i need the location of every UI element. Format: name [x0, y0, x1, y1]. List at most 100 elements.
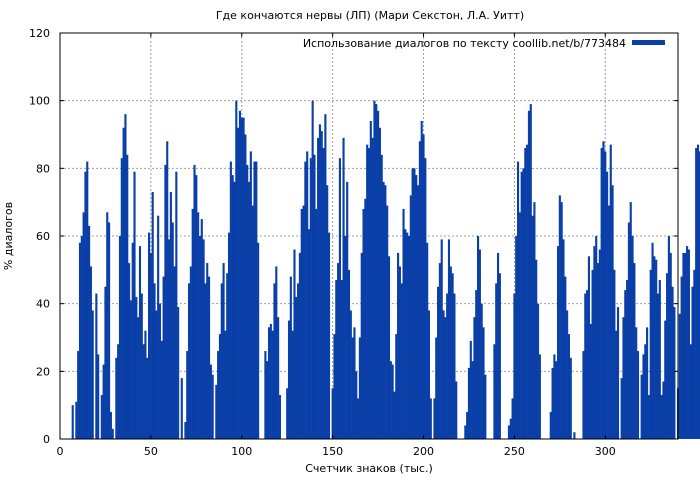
data-bar: [362, 208, 365, 439]
data-bar: [227, 232, 231, 439]
data-bar: [111, 428, 114, 439]
data-bar: [77, 351, 80, 439]
y-tick-label: 120: [29, 27, 50, 40]
data-bar: [371, 137, 374, 439]
data-bar: [602, 141, 605, 439]
data-bar: [155, 310, 158, 439]
data-bar: [604, 151, 607, 440]
data-bar: [307, 229, 311, 439]
data-bar: [189, 266, 192, 439]
data-bar: [400, 283, 403, 439]
data-bar: [242, 117, 245, 439]
data-bar: [526, 144, 529, 439]
data-bar: [535, 259, 538, 439]
data-bar: [175, 171, 178, 439]
data-bar: [484, 374, 487, 439]
legend-swatch: [632, 40, 665, 45]
data-bar: [193, 164, 196, 439]
data-bar: [620, 378, 623, 439]
data-bar: [244, 134, 247, 439]
data-bar: [302, 205, 305, 439]
data-bar: [418, 141, 421, 439]
data-bar: [509, 418, 512, 439]
y-tick-label: 0: [43, 433, 50, 446]
data-bar: [257, 242, 260, 439]
legend: Использование диалогов по тексту coollib…: [303, 37, 665, 50]
data-bar: [558, 195, 561, 439]
data-bar: [88, 225, 91, 439]
data-bar: [122, 127, 125, 439]
data-bar: [427, 310, 431, 439]
data-bar: [415, 175, 418, 439]
data-bar: [635, 327, 638, 439]
data-bar: [520, 171, 523, 439]
x-tick-label: 300: [595, 445, 616, 458]
data-bar: [475, 290, 478, 439]
data-bar: [409, 195, 412, 439]
data-bar: [215, 384, 218, 439]
data-bar: [622, 317, 625, 439]
data-bar: [253, 161, 256, 439]
data-bar: [600, 148, 603, 439]
data-bar: [271, 330, 274, 439]
data-bar: [117, 344, 120, 439]
data-bar: [153, 283, 156, 439]
data-bar: [591, 269, 594, 439]
data-bar: [367, 148, 371, 439]
data-bar: [498, 273, 501, 439]
data-bar: [197, 212, 200, 439]
data-bar: [455, 381, 458, 439]
data-bar: [195, 175, 198, 439]
data-bar: [180, 378, 183, 439]
data-bar: [516, 161, 520, 439]
data-bar: [166, 141, 169, 439]
data-bar: [340, 279, 343, 439]
data-bar: [331, 388, 334, 439]
data-bar: [449, 266, 452, 439]
data-bar: [640, 374, 643, 439]
data-bar: [295, 296, 298, 439]
data-bar: [171, 222, 174, 439]
data-bar: [380, 154, 383, 440]
data-bar: [118, 236, 122, 439]
data-bar: [398, 266, 401, 439]
data-bar: [386, 205, 389, 439]
data-bar: [393, 391, 396, 439]
data-bar: [224, 330, 227, 439]
data-bar: [80, 236, 83, 439]
data-bar: [389, 361, 392, 439]
data-bar: [128, 263, 131, 439]
data-bar: [480, 303, 483, 439]
data-bar: [357, 398, 360, 439]
data-bar: [84, 171, 87, 439]
data-bar: [471, 361, 474, 439]
data-bar: [78, 242, 82, 439]
data-bar: [626, 279, 629, 439]
data-bar: [611, 185, 614, 439]
data-bar: [200, 219, 203, 439]
data-bar: [482, 327, 485, 439]
data-bar: [551, 367, 554, 439]
data-bar: [291, 330, 294, 439]
data-bar: [324, 114, 327, 439]
data-bar: [275, 266, 278, 439]
data-bar: [100, 395, 103, 439]
data-bar: [531, 215, 534, 439]
data-bar: [353, 327, 356, 439]
x-tick-label: 150: [322, 445, 343, 458]
data-bar: [584, 293, 587, 439]
data-bar: [304, 161, 307, 439]
data-bar: [187, 283, 191, 439]
data-bar: [513, 293, 516, 439]
data-bar: [660, 395, 663, 439]
data-bar: [97, 354, 100, 439]
data-bar: [207, 276, 211, 439]
data-bar: [533, 202, 536, 439]
data-bar: [269, 323, 272, 439]
data-bar: [264, 351, 267, 439]
data-bar: [615, 330, 618, 439]
data-bar: [82, 212, 85, 439]
data-bar: [218, 334, 222, 439]
data-bar: [496, 252, 500, 439]
